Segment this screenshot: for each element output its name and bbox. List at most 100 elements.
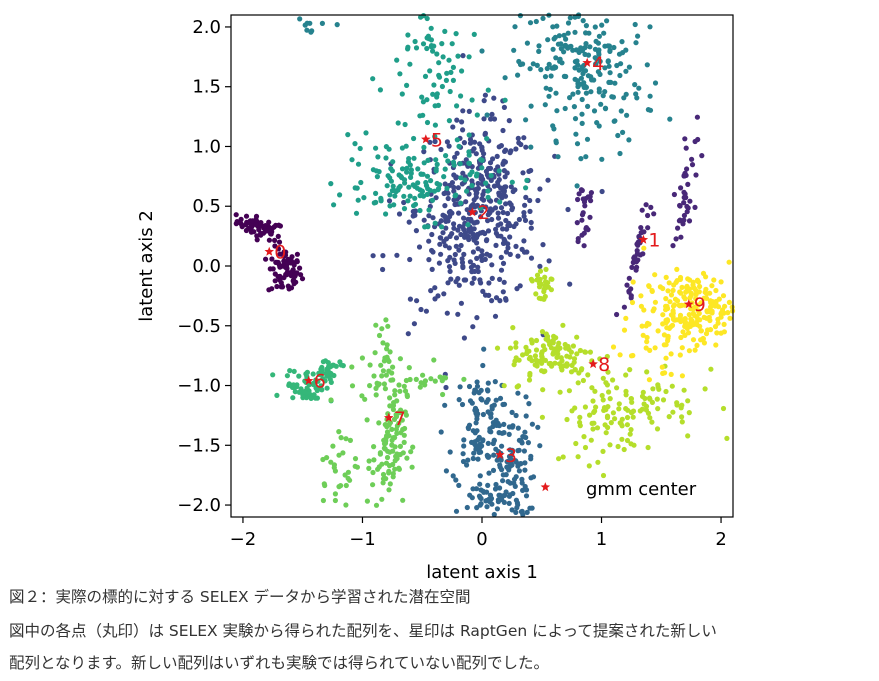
data-point (390, 406, 396, 413)
data-point (539, 329, 546, 335)
data-point (607, 442, 613, 448)
data-point (714, 330, 720, 336)
data-point (406, 184, 412, 190)
x-tick-label: −2 (230, 529, 257, 550)
data-point (478, 501, 484, 507)
gmm-center-star (264, 246, 274, 256)
data-point (472, 405, 479, 411)
gmm-center-star (582, 57, 592, 67)
data-point (512, 358, 518, 364)
data-point (680, 329, 686, 335)
cluster-label: 2 (477, 202, 489, 224)
data-point (679, 345, 685, 351)
data-point (478, 387, 484, 393)
data-point (547, 341, 553, 348)
centers-layer: 0 1 2 3 4 5 6 7 8 9 (264, 53, 706, 492)
data-point (607, 47, 613, 54)
data-point (564, 361, 570, 367)
data-point (617, 72, 623, 79)
data-point (576, 370, 582, 376)
data-point (441, 291, 447, 297)
data-point (528, 225, 534, 231)
data-point (506, 453, 513, 460)
data-point (659, 364, 665, 370)
data-point (665, 288, 671, 294)
data-point (693, 172, 699, 178)
data-point (410, 208, 416, 215)
data-point (579, 111, 585, 117)
data-point (336, 429, 342, 435)
data-point (366, 465, 372, 471)
data-point (527, 20, 534, 26)
data-point (424, 191, 430, 197)
data-point (713, 301, 719, 307)
data-point (594, 120, 600, 126)
data-point (712, 324, 719, 330)
data-point (483, 238, 490, 244)
data-point (274, 392, 280, 398)
data-point (337, 192, 343, 198)
data-point (396, 185, 402, 191)
data-point (442, 181, 448, 187)
data-point (296, 389, 302, 395)
data-point (469, 97, 475, 103)
data-point (445, 190, 451, 196)
data-point (501, 104, 507, 110)
data-point (579, 217, 585, 223)
data-point (466, 54, 472, 60)
data-point (428, 25, 434, 31)
data-point (703, 286, 709, 292)
data-point (343, 502, 349, 508)
data-point (523, 194, 529, 200)
data-point (540, 15, 546, 21)
data-point (362, 396, 368, 402)
data-point (629, 299, 636, 306)
data-point (499, 430, 505, 436)
data-point (432, 378, 438, 384)
data-point (470, 249, 476, 255)
y-tick-label: 1.0 (192, 136, 221, 157)
data-point (460, 170, 466, 176)
data-point (446, 143, 452, 149)
data-point (533, 337, 540, 344)
data-point (401, 439, 407, 445)
data-point (407, 256, 413, 263)
data-point (459, 401, 466, 408)
data-point (432, 285, 438, 291)
data-point (679, 284, 685, 290)
data-point (693, 296, 699, 302)
data-point (589, 385, 595, 391)
data-point (579, 120, 585, 126)
data-point (426, 257, 432, 263)
data-point (482, 230, 488, 237)
data-point (412, 195, 418, 201)
cluster-label: 7 (394, 408, 406, 430)
data-point (367, 383, 373, 389)
data-point (385, 323, 391, 329)
data-point (485, 380, 491, 386)
data-point (504, 226, 510, 232)
data-point (394, 57, 400, 63)
data-point (272, 243, 278, 249)
data-point (485, 194, 491, 200)
data-point (691, 285, 697, 291)
data-point (473, 410, 479, 416)
data-point (703, 295, 710, 301)
data-point (671, 191, 678, 198)
data-point (411, 321, 417, 327)
data-point (282, 252, 289, 258)
data-point (379, 326, 385, 332)
data-point (614, 311, 620, 318)
data-point (276, 239, 283, 245)
data-point (537, 186, 543, 192)
data-point (424, 119, 431, 126)
data-point (285, 271, 291, 277)
data-point (401, 383, 407, 389)
data-point (605, 369, 611, 375)
data-point (582, 51, 588, 58)
data-point (614, 385, 620, 391)
data-point (444, 139, 450, 145)
legend-text: gmm center (586, 479, 697, 500)
data-point (599, 188, 605, 195)
data-point (496, 192, 502, 198)
